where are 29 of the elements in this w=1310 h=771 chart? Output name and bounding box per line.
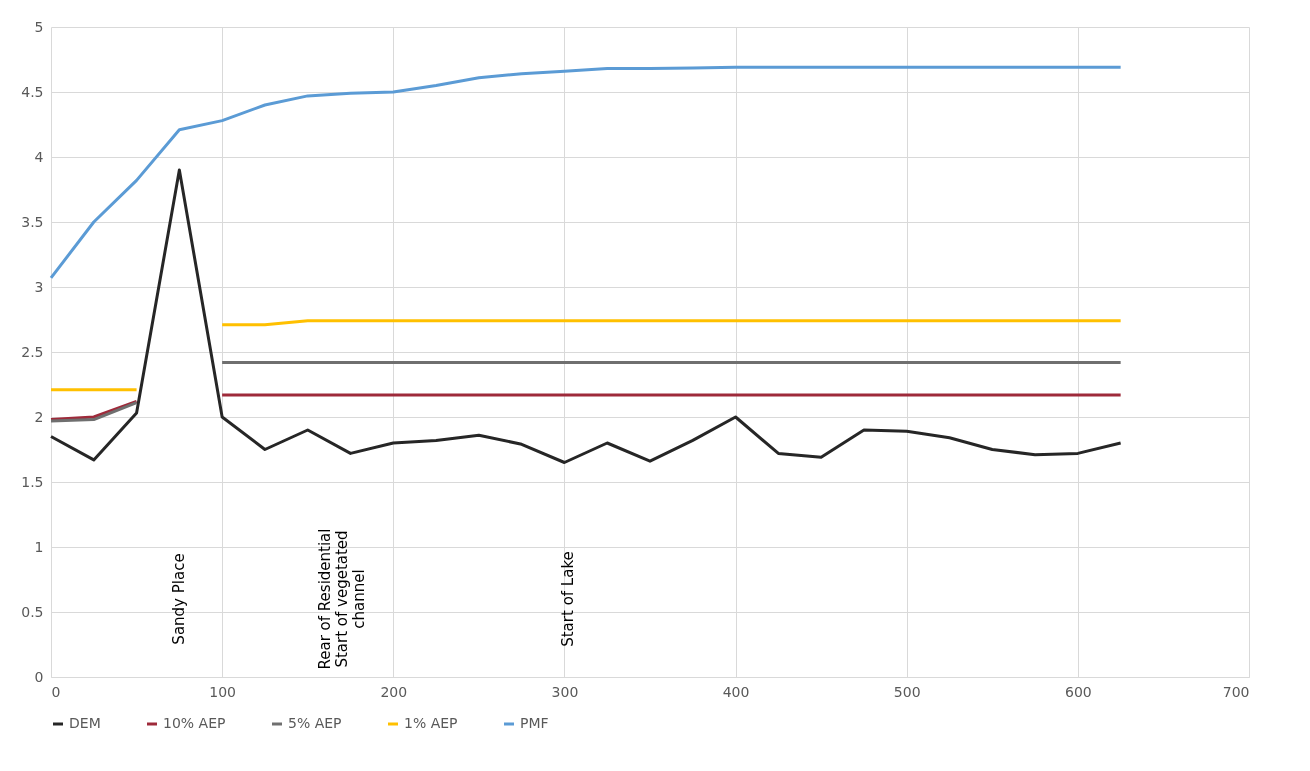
legend-label: 10% AEP [163,715,226,731]
line-series [49,168,1123,464]
x-tick-label: 300 [551,683,579,700]
legend-label: PMF [520,715,549,731]
y-tick-label: 1 [34,538,44,555]
y-tick-label: 0.5 [21,603,44,620]
x-tick-label: 700 [1222,683,1250,700]
annotation: Rear of Residential Start of vegetated channel [315,528,368,670]
y-tick-label: 4 [34,148,44,165]
x-tick-label: 400 [722,683,750,700]
x-tick-label: 0 [51,683,61,700]
y-tick-label: 2.5 [21,343,44,360]
legend-label: 1% AEP [404,715,458,731]
y-tick-label: 0 [34,668,44,685]
x-tick-label: 200 [380,683,408,700]
y-tick-label: 3.5 [21,213,44,230]
y-tick-label: 3 [34,278,44,295]
legend-label: 5% AEP [288,715,342,731]
legend-label: DEM [69,715,101,731]
x-tick-label: 100 [209,683,237,700]
annotation: Sandy Place [170,553,189,645]
x-tick-label: 500 [893,683,921,700]
y-tick-label: 2 [34,408,44,425]
line-series [49,65,1123,280]
y-tick-label: 1.5 [21,473,44,490]
annotation: Start of Lake [558,551,577,647]
y-tick-label: 4.5 [21,83,44,100]
x-tick-label: 600 [1064,683,1092,700]
y-tick-label: 5 [34,18,44,35]
